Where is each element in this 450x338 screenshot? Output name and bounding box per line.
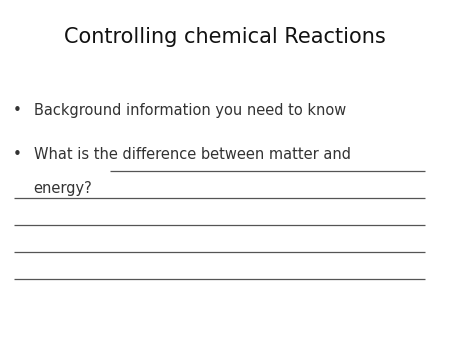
Text: Background information you need to know: Background information you need to know: [34, 103, 346, 118]
Text: What is the difference between matter and: What is the difference between matter an…: [34, 147, 351, 162]
Text: Controlling chemical Reactions: Controlling chemical Reactions: [64, 27, 386, 47]
Text: energy?: energy?: [34, 181, 93, 196]
Text: •: •: [13, 147, 22, 162]
Text: •: •: [13, 103, 22, 118]
